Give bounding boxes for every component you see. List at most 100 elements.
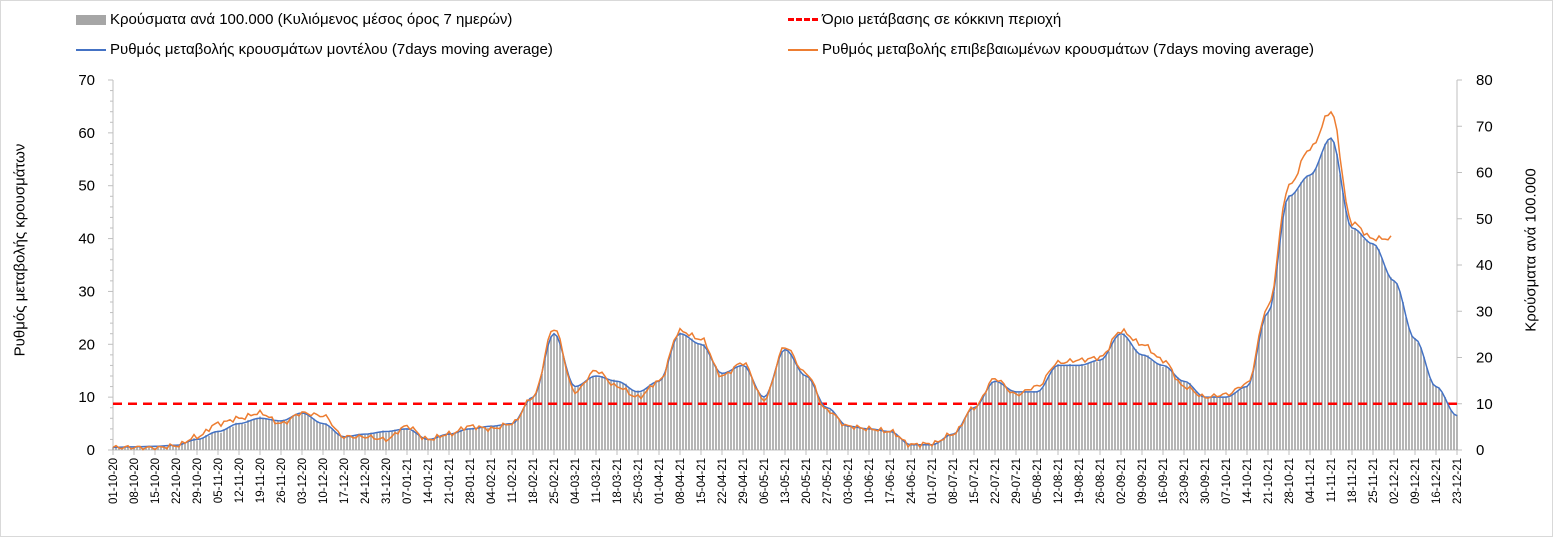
x-tick-label: 15-10-20 [150, 458, 162, 504]
x-tick-label: 15-07-21 [969, 458, 981, 504]
cases-bar [304, 412, 306, 450]
cases-bar [1213, 396, 1215, 450]
cases-bar [364, 435, 366, 450]
cases-bar [898, 436, 900, 450]
cases-bar [1222, 396, 1224, 450]
cases-bar [1027, 391, 1029, 450]
cases-bar [649, 384, 651, 450]
cases-bar [628, 388, 630, 450]
cases-bar [874, 429, 876, 450]
cases-bar [220, 432, 222, 450]
cases-bar [625, 383, 627, 450]
x-tick-label: 11-02-21 [507, 458, 519, 503]
x-tick-label: 09-12-21 [1410, 458, 1422, 504]
cases-bar [376, 433, 378, 450]
cases-bar [1264, 316, 1266, 450]
cases-bar [1453, 414, 1455, 450]
cases-bar [535, 393, 537, 450]
cases-bar [1390, 277, 1392, 450]
x-tick-label: 27-05-21 [822, 458, 834, 504]
cases-bar [1324, 143, 1326, 450]
cases-bar [196, 440, 198, 450]
x-tick-label: 23-12-21 [1452, 458, 1464, 504]
cases-bar [1063, 365, 1065, 450]
cases-bar [568, 376, 570, 450]
cases-bar [988, 385, 990, 450]
cases-bar [361, 434, 363, 450]
cases-bar [928, 444, 930, 450]
x-tick-label: 23-09-21 [1179, 458, 1191, 504]
cases-bar [925, 444, 927, 450]
cases-bar [658, 380, 660, 450]
cases-bar [1279, 240, 1281, 450]
x-tick-label: 22-10-20 [171, 458, 183, 504]
cases-bar [1315, 168, 1317, 451]
legend-model-label: Ρυθμός μεταβολής κρουσμάτων μοντέλου (7d… [110, 41, 553, 58]
cases-bar [694, 342, 696, 450]
cases-bar [280, 420, 282, 450]
x-tick-label: 29-10-20 [192, 458, 204, 504]
x-tick-label: 04-02-21 [486, 458, 498, 504]
cases-bar [433, 439, 435, 450]
cases-bar [940, 441, 942, 450]
cases-bar [1201, 395, 1203, 450]
cases-bar [1399, 291, 1401, 450]
cases-bar [610, 381, 612, 450]
cases-bar [175, 445, 177, 450]
cases-bar [112, 447, 114, 450]
cases-bar [1276, 267, 1278, 450]
cases-bar [379, 431, 381, 450]
cases-bar [1093, 360, 1095, 450]
cases-bar [1243, 387, 1245, 450]
cases-bar [1420, 347, 1422, 450]
cases-bar [574, 387, 576, 450]
cases-bar [532, 397, 534, 450]
cases-bar [1036, 391, 1038, 450]
cases-bar [1081, 363, 1083, 450]
cases-bar [250, 420, 252, 450]
cases-bar [1291, 194, 1293, 450]
cases-bar [1210, 397, 1212, 450]
cases-bar [1288, 195, 1290, 450]
x-tick-label: 25-03-21 [633, 458, 645, 504]
cases-bar [199, 439, 201, 450]
cases-bar [298, 414, 300, 450]
cases-bar [901, 439, 903, 450]
cases-bar [769, 387, 771, 450]
cases-bar [391, 430, 393, 450]
cases-bar [514, 420, 516, 450]
cases-bar [1138, 354, 1140, 450]
cases-bar [742, 366, 744, 450]
cases-bar [208, 436, 210, 450]
y-left-tick-label: 70 [78, 72, 95, 89]
cases-bar [931, 446, 933, 450]
cases-bar [217, 430, 219, 450]
cases-bar [127, 445, 129, 450]
cases-bar [1126, 338, 1128, 450]
cases-bar [820, 402, 822, 450]
cases-bar [856, 426, 858, 450]
cases-bar [640, 392, 642, 450]
x-tick-label: 21-10-21 [1263, 458, 1275, 504]
cases-bar [850, 426, 852, 450]
cases-bar [235, 422, 237, 450]
cases-bar [571, 383, 573, 450]
cases-bar [748, 371, 750, 450]
cases-bar [1057, 364, 1059, 450]
cases-bar [1111, 342, 1113, 450]
x-tick-label: 24-12-20 [360, 458, 372, 504]
x-tick-label: 12-11-20 [234, 458, 246, 503]
x-tick-label: 29-04-21 [738, 458, 750, 504]
y-left-tick-label: 40 [78, 231, 95, 248]
cases-bar [346, 435, 348, 450]
cases-bar [493, 426, 495, 450]
cases-bar [511, 424, 513, 450]
cases-bar [760, 395, 762, 450]
x-tick-label: 16-09-21 [1158, 458, 1170, 504]
cases-bar [544, 358, 546, 450]
cases-bar [292, 415, 294, 450]
cases-bar [1273, 291, 1275, 450]
cases-bar [646, 387, 648, 450]
cases-bar [1000, 382, 1002, 450]
cases-bar [457, 432, 459, 450]
